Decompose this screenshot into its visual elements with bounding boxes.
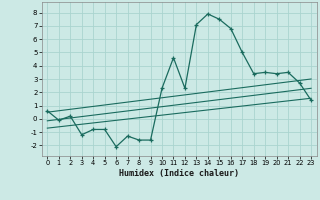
X-axis label: Humidex (Indice chaleur): Humidex (Indice chaleur) [119,169,239,178]
